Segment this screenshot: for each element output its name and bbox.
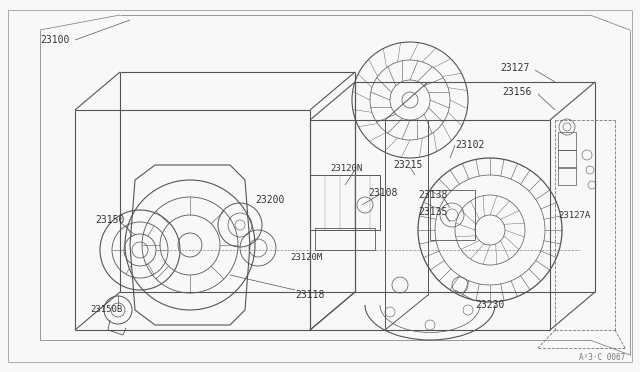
Text: 23138: 23138 — [418, 190, 447, 200]
Text: 23150: 23150 — [95, 215, 124, 225]
Bar — [310, 175, 380, 230]
Text: 23156: 23156 — [502, 87, 531, 97]
Text: 23215: 23215 — [393, 160, 422, 170]
Bar — [558, 132, 576, 150]
Bar — [558, 150, 576, 168]
Bar — [558, 167, 576, 185]
Text: 23120N: 23120N — [330, 164, 362, 173]
Text: 23127A: 23127A — [558, 211, 590, 219]
Text: 23200: 23200 — [255, 195, 284, 205]
Text: 23230: 23230 — [475, 300, 504, 310]
Text: 23100: 23100 — [40, 35, 69, 45]
Text: 23120M: 23120M — [290, 253, 323, 263]
Text: 23150B: 23150B — [90, 305, 122, 314]
Bar — [315, 228, 375, 250]
Text: 23127: 23127 — [500, 63, 529, 73]
Text: A²3·C 0067: A²3·C 0067 — [579, 353, 625, 362]
Text: 23102: 23102 — [455, 140, 484, 150]
Text: 23135: 23135 — [418, 207, 447, 217]
Text: 23108: 23108 — [368, 188, 397, 198]
Text: 23118: 23118 — [295, 290, 324, 300]
